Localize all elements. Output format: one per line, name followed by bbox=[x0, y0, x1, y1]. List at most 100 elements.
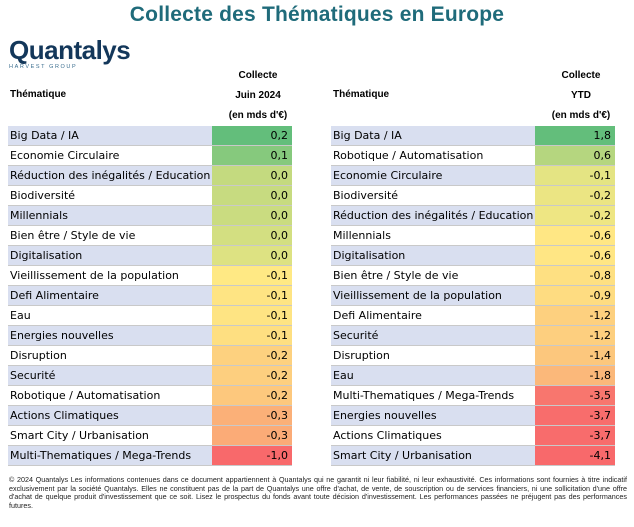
right-theme-header: Thématique bbox=[333, 89, 390, 100]
flow-value-cell: -4,1 bbox=[535, 446, 615, 465]
table-row: Millennials -0,6 bbox=[331, 226, 615, 246]
flow-value-cell: -0,1 bbox=[535, 166, 615, 185]
table-row: Securité -0,2 bbox=[8, 366, 292, 386]
flow-value-cell: 0,0 bbox=[212, 246, 292, 265]
theme-name-cell: Defi Alimentaire bbox=[8, 286, 212, 305]
flow-value-cell: -0,3 bbox=[212, 426, 292, 445]
table-row: Biodiversité 0,0 bbox=[8, 186, 292, 206]
table-row: Securité -1,2 bbox=[331, 326, 615, 346]
table-row: Disruption -0,2 bbox=[8, 346, 292, 366]
disclaimer-footer: © 2024 Quantalys Les informations conten… bbox=[9, 475, 627, 510]
theme-name-cell: Energies nouvelles bbox=[331, 406, 535, 425]
table-row: Economie Circulaire 0,1 bbox=[8, 146, 292, 166]
left-value-header-line1: Collecte bbox=[238, 70, 278, 81]
theme-name-cell: Disruption bbox=[331, 346, 535, 365]
right-flow-table: Big Data / IA 1,8 Robotique / Automatisati… bbox=[331, 126, 615, 466]
theme-name-cell: Multi-Thematiques / Mega-Trends bbox=[331, 386, 535, 405]
table-row: Smart City / Urbanisation -4,1 bbox=[331, 446, 615, 466]
table-row: Réduction des inégalités / Education -0,2 bbox=[331, 206, 615, 226]
quantalys-logo: Quantalys HARVEST GROUP bbox=[9, 35, 131, 71]
flow-value-cell: -0,6 bbox=[535, 226, 615, 245]
table-row: Bien être / Style de vie 0,0 bbox=[8, 226, 292, 246]
table-row: Eau -0,1 bbox=[8, 306, 292, 326]
theme-name-cell: Bien être / Style de vie bbox=[331, 266, 535, 285]
table-row: Digitalisation -0,6 bbox=[331, 246, 615, 266]
left-value-header-line2: Juin 2024 bbox=[235, 90, 281, 101]
theme-name-cell: Réduction des inégalités / Education bbox=[331, 206, 535, 225]
table-row: Disruption -1,4 bbox=[331, 346, 615, 366]
theme-name-cell: Smart City / Urbanisation bbox=[331, 446, 535, 465]
theme-name-cell: Economie Circulaire bbox=[8, 146, 212, 165]
theme-name-cell: Biodiversité bbox=[8, 186, 212, 205]
table-row: Multi-Thematiques / Mega-Trends -3,5 bbox=[331, 386, 615, 406]
right-value-header-line3: (en mds d'€) bbox=[551, 110, 611, 121]
table-row: Vieillissement de la population -0,1 bbox=[8, 266, 292, 286]
logo-subtitle: HARVEST GROUP bbox=[9, 64, 78, 70]
table-row: Millennials 0,0 bbox=[8, 206, 292, 226]
table-row: Energies nouvelles -0,1 bbox=[8, 326, 292, 346]
right-value-header-line2: YTD bbox=[571, 90, 591, 101]
theme-name-cell: Securité bbox=[331, 326, 535, 345]
flow-value-cell: 0,6 bbox=[535, 146, 615, 165]
flow-value-cell: -0,8 bbox=[535, 266, 615, 285]
theme-name-cell: Digitalisation bbox=[8, 246, 212, 265]
theme-name-cell: Big Data / IA bbox=[8, 126, 212, 145]
theme-name-cell: Biodiversité bbox=[331, 186, 535, 205]
flow-value-cell: -0,1 bbox=[212, 266, 292, 285]
logo-wordmark: Quantalys bbox=[9, 35, 131, 65]
theme-name-cell: Actions Climatiques bbox=[8, 406, 212, 425]
table-row: Actions Climatiques -0,3 bbox=[8, 406, 292, 426]
theme-name-cell: Economie Circulaire bbox=[331, 166, 535, 185]
flow-value-cell: -1,8 bbox=[535, 366, 615, 385]
theme-name-cell: Eau bbox=[8, 306, 212, 325]
flow-value-cell: -0,2 bbox=[212, 346, 292, 365]
theme-name-cell: Vieillissement de la population bbox=[8, 266, 212, 285]
flow-value-cell: -0,9 bbox=[535, 286, 615, 305]
theme-name-cell: Bien être / Style de vie bbox=[8, 226, 212, 245]
table-row: Energies nouvelles -3,7 bbox=[331, 406, 615, 426]
flow-value-cell: 0,2 bbox=[212, 126, 292, 145]
theme-name-cell: Multi-Thematiques / Mega-Trends bbox=[8, 446, 212, 465]
table-row: Multi-Thematiques / Mega-Trends -1,0 bbox=[8, 446, 292, 466]
table-row: Robotique / Automatisation 0,6 bbox=[331, 146, 615, 166]
flow-value-cell: -3,5 bbox=[535, 386, 615, 405]
theme-name-cell: Disruption bbox=[8, 346, 212, 365]
table-row: Vieillissement de la population -0,9 bbox=[331, 286, 615, 306]
flow-value-cell: -0,6 bbox=[535, 246, 615, 265]
theme-name-cell: Robotique / Automatisation bbox=[331, 146, 535, 165]
theme-name-cell: Actions Climatiques bbox=[331, 426, 535, 445]
flow-value-cell: 0,0 bbox=[212, 186, 292, 205]
flow-value-cell: -1,2 bbox=[535, 306, 615, 325]
theme-name-cell: Robotique / Automatisation bbox=[8, 386, 212, 405]
right-value-header-line1: Collecte bbox=[561, 70, 601, 81]
table-row: Smart City / Urbanisation -0,3 bbox=[8, 426, 292, 446]
theme-name-cell: Millennials bbox=[8, 206, 212, 225]
flow-value-cell: -0,2 bbox=[535, 186, 615, 205]
table-row: Eau -1,8 bbox=[331, 366, 615, 386]
flow-value-cell: -0,2 bbox=[212, 386, 292, 405]
left-flow-table: Big Data / IA 0,2 Economie Circulaire 0,1 Ré… bbox=[8, 126, 292, 466]
table-row: Digitalisation 0,0 bbox=[8, 246, 292, 266]
flow-value-cell: 0,0 bbox=[212, 166, 292, 185]
flow-value-cell: 0,1 bbox=[212, 146, 292, 165]
theme-name-cell: Smart City / Urbanisation bbox=[8, 426, 212, 445]
left-value-header-line3: (en mds d'€) bbox=[228, 110, 288, 121]
theme-name-cell: Millennials bbox=[331, 226, 535, 245]
flow-value-cell: -0,2 bbox=[212, 366, 292, 385]
flow-value-cell: 0,0 bbox=[212, 226, 292, 245]
theme-name-cell: Réduction des inégalités / Education bbox=[8, 166, 212, 185]
flow-value-cell: -1,0 bbox=[212, 446, 292, 465]
table-row: Defi Alimentaire -1,2 bbox=[331, 306, 615, 326]
page-title: Collecte des Thématiques en Europe bbox=[129, 3, 505, 26]
left-theme-header: Thématique bbox=[10, 89, 67, 100]
theme-name-cell: Digitalisation bbox=[331, 246, 535, 265]
theme-name-cell: Defi Alimentaire bbox=[331, 306, 535, 325]
flow-value-cell: 1,8 bbox=[535, 126, 615, 145]
table-row: Big Data / IA 0,2 bbox=[8, 126, 292, 146]
flow-value-cell: -0,1 bbox=[212, 326, 292, 345]
flow-value-cell: 0,0 bbox=[212, 206, 292, 225]
theme-name-cell: Eau bbox=[331, 366, 535, 385]
table-row: Big Data / IA 1,8 bbox=[331, 126, 615, 146]
table-row: Réduction des inégalités / Education 0,0 bbox=[8, 166, 292, 186]
table-row: Biodiversité -0,2 bbox=[331, 186, 615, 206]
